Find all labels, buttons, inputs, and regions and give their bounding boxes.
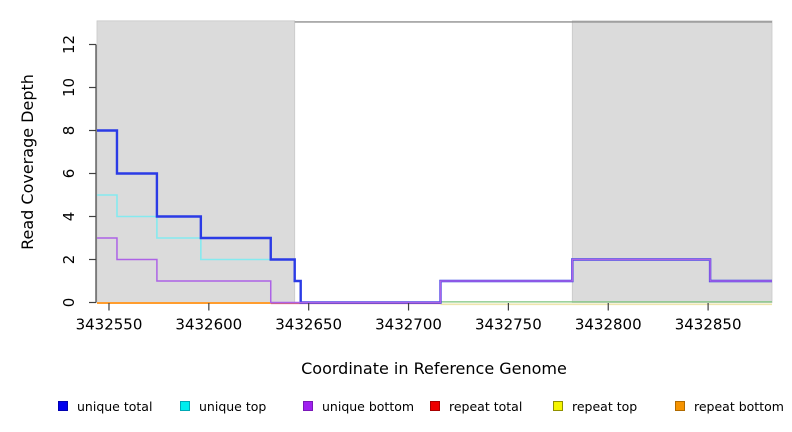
legend-swatch-icon (303, 401, 313, 411)
legend-label: repeat top (572, 398, 638, 414)
shaded-regions (96, 20, 773, 303)
legend-swatch-icon (430, 401, 440, 411)
legend-swatch-icon (58, 401, 68, 411)
y-axis-label: Read Coverage Depth (18, 74, 37, 250)
y-tick-label: 6 (60, 169, 78, 179)
x-tick-label: 3432850 (675, 316, 742, 334)
x-tick-label: 3432550 (76, 316, 143, 334)
x-tick-label: 3432750 (475, 316, 542, 334)
series-line-unique-top (97, 194, 271, 261)
legend-item-repeat-top: repeat top (553, 397, 637, 415)
legend-label: unique bottom (322, 398, 415, 414)
legend-swatch-icon (675, 401, 685, 411)
axes-group: 0 2 4 6 8 10 12 3432550 3432600 3432650 3432700 343… (60, 35, 742, 334)
y-tick-label: 0 (60, 298, 78, 308)
x-tick-label: 3432650 (275, 316, 342, 334)
y-tick-label: 10 (60, 78, 78, 97)
series-lines (97, 129, 772, 306)
chart-legend: unique total unique top unique bottom repea… (0, 397, 792, 417)
y-tick-label: 8 (60, 126, 78, 136)
legend-item-unique-top: unique top (180, 397, 266, 415)
legend-item-repeat-bottom: repeat bottom (675, 397, 784, 415)
legend-item-repeat-total: repeat total (430, 397, 522, 415)
legend-label: unique total (77, 398, 153, 414)
x-tick-label: 3432800 (575, 316, 642, 334)
y-tick-label: 12 (60, 35, 78, 54)
shaded-region-right (571, 20, 773, 303)
x-axis-label: Coordinate in Reference Genome (301, 359, 567, 378)
legend-swatch-icon (553, 401, 563, 411)
legend-label: repeat total (449, 398, 523, 414)
legend-label: repeat bottom (694, 398, 784, 414)
x-tick-label: 3432700 (375, 316, 442, 334)
legend-item-unique-bottom: unique bottom (303, 397, 414, 415)
y-tick-label: 4 (60, 212, 78, 222)
legend-swatch-icon (180, 401, 190, 411)
legend-label: unique top (199, 398, 267, 414)
shaded-region-left (96, 20, 296, 303)
series-line-unique-bottom (97, 237, 772, 304)
y-tick-label: 2 (60, 255, 78, 265)
legend-item-unique-total: unique total (58, 397, 152, 415)
x-tick-label: 3432600 (175, 316, 242, 334)
